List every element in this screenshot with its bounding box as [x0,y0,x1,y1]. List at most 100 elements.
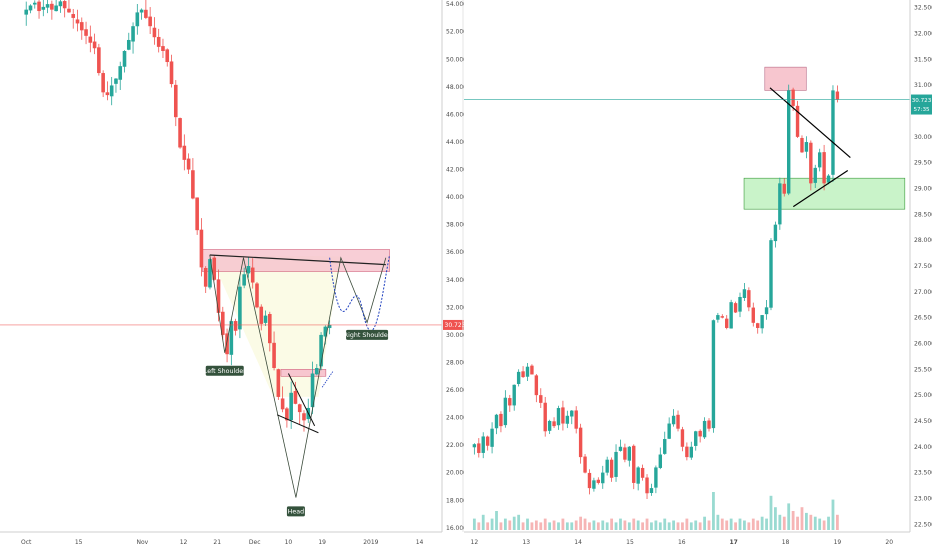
volume-bar [530,522,534,530]
candle-body [280,398,285,410]
price-tick-label: 20.000 [446,470,467,477]
volume-bar [689,522,693,530]
candle-body [490,428,494,447]
volume-bar [694,520,698,530]
candle-body [302,413,306,421]
breakout-arrow [321,370,334,388]
volume-bar [561,518,565,530]
volume-bar [765,518,768,530]
volume-bar [712,492,715,530]
time-tick-label: 10 [285,539,293,546]
volume-bar [548,522,552,530]
candle-body [225,333,229,355]
price-tick-label: 26.000 [446,387,467,394]
right-last-price-badge [911,94,932,115]
volume-bar [592,520,596,530]
candle-body [238,286,242,330]
volume-bar [663,518,667,530]
candle-body [229,321,234,355]
price-tick-label: 38.000 [446,222,467,229]
volume-bar [756,520,760,530]
candle-body [716,315,720,320]
candle-body [738,296,742,312]
candle-body [791,89,795,106]
price-tick-label: 40.000 [446,194,467,201]
price-tick-label: 27.000 [914,289,932,296]
candle-body [122,50,127,67]
candle-body [539,395,543,403]
candle-body [24,9,29,15]
candle-body [472,444,477,448]
candle-body [71,14,76,18]
candle-body [212,257,217,280]
candle-body [135,12,140,27]
volume-bar [543,518,547,530]
candle-body [756,323,760,328]
volume-bar [605,522,609,530]
candle-body [101,73,105,93]
price-tick-label: 31.000 [914,82,932,89]
candle-body [751,307,755,323]
candle-body [711,320,716,429]
volume-bar [503,518,507,530]
candle-body [259,306,264,324]
volume-bar [526,518,529,530]
price-tick-label: 25.500 [914,366,932,373]
candle-body [191,170,195,199]
candle-body [707,420,711,429]
candle-body [831,90,835,175]
price-tick-label: 31.500 [914,56,932,63]
candle-body [671,415,676,425]
time-tick-label: 16 [678,539,686,546]
candle-body [742,289,747,298]
price-tick-label: 46.000 [446,111,467,118]
pattern-label-bg [346,329,389,340]
price-tick-label: 54.000 [446,1,467,8]
candle-body [720,316,724,318]
price-tick-label: 24.000 [914,444,932,451]
candle-body [574,410,578,429]
volume-bar [791,511,795,530]
volume-bar [769,495,773,530]
candle-body [186,158,191,170]
time-tick-label: 15 [626,539,634,546]
volume-bar [822,520,826,530]
wedge-upper-line [287,373,316,427]
candle-body [152,27,157,38]
volume-bar [588,522,591,530]
candle-body [663,439,667,454]
time-tick-label: 18 [782,539,790,546]
volume-bar [805,512,808,530]
volume-bar [658,522,662,530]
volume-bar [552,520,556,530]
pattern-fill-area [209,254,341,397]
candle-body [242,274,246,286]
time-tick-label: 13 [522,539,530,546]
price-tick-label: 28.000 [446,359,467,366]
candle-body [37,1,41,12]
volume-bar [681,522,684,530]
candle-body [543,402,547,432]
candle-body [685,446,689,458]
candle-body [592,480,596,489]
price-tick-label: 27.500 [914,263,932,270]
volume-bar [574,520,578,530]
candle-body [733,303,738,313]
time-tick-label: 2019 [363,539,378,546]
candle-body [636,467,640,484]
price-tick-label: 28.500 [914,211,932,218]
candle-body [289,392,293,421]
candle-body [319,334,323,367]
right-last-price-text: 30.723 [912,98,932,104]
head-shoulders-outline [209,254,387,498]
wedge-lower-line [276,414,319,434]
candle-body [587,472,592,489]
volume-bar [734,522,737,530]
candle-body [97,47,101,74]
triangle-lower-trendline [792,169,849,208]
volume-bar [698,522,702,530]
time-tick-label: Nov [136,539,148,546]
pattern-label-text: Head [288,509,304,516]
time-tick-label: 19 [318,539,326,546]
candle-body [680,429,685,447]
